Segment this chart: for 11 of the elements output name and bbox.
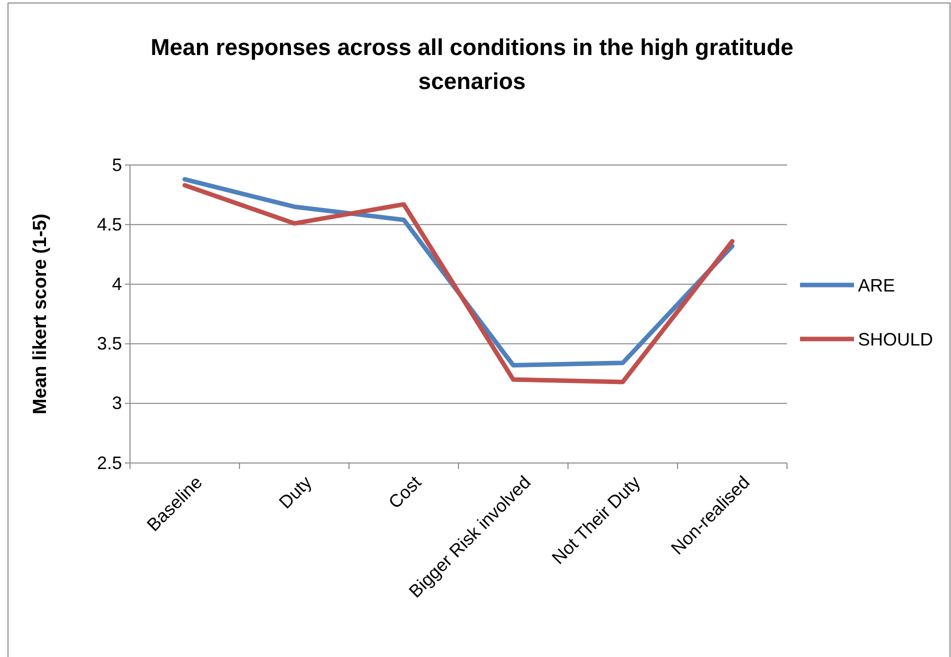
x-tick-label: Cost [384,472,426,512]
y-tick-label: 3 [112,393,122,414]
y-tick-label: 2.5 [96,452,122,473]
y-tick-label: 5 [112,154,122,175]
y-axis-title: Mean likert score (1-5) [30,214,51,414]
legend-label: ARE [858,275,896,296]
chart-title: Mean responses across all conditions in the high gratitude scenarios [150,34,794,94]
y-tick-label: 4.5 [96,214,122,234]
y-tick-label: 4 [112,274,122,294]
legend-label: SHOULD [858,329,934,350]
y-tick-label: 3.5 [96,334,122,354]
